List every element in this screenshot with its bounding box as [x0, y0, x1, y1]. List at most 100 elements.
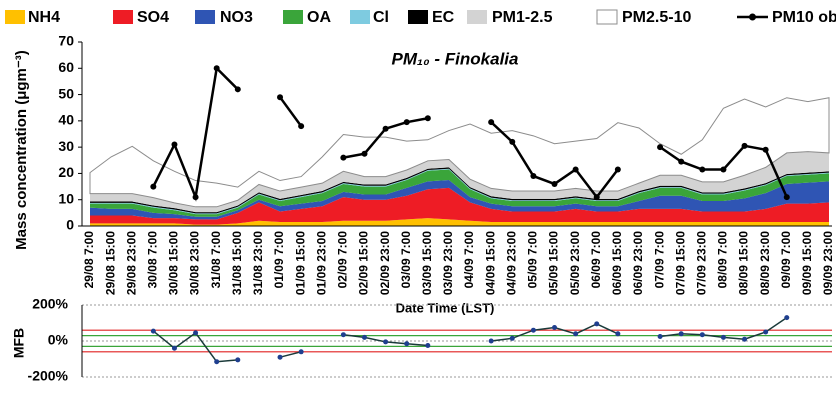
marker [383, 339, 389, 345]
marker [298, 123, 305, 130]
y-tick-label: 50 [58, 85, 74, 101]
marker [742, 336, 748, 342]
x-tick-label: 01/09 15:00 [293, 231, 307, 295]
x-tick-label: 06/09 15:00 [610, 231, 624, 295]
marker [615, 331, 621, 337]
y-tick-label: 60 [58, 59, 74, 75]
marker [720, 166, 727, 173]
x-tick-label: 08/09 23:00 [758, 231, 772, 295]
marker [150, 183, 157, 190]
x-tick-label: 09/09 15:00 [800, 231, 814, 295]
y-axis-label: Mass concentration (μgm⁻³) [13, 50, 30, 250]
x-tick-label: 01/09 7:00 [272, 231, 286, 289]
area [90, 218, 829, 226]
legend-label: Cl [373, 9, 389, 26]
x-tick-label: 08/09 15:00 [737, 231, 751, 295]
marker [340, 332, 346, 338]
marker [762, 146, 769, 153]
x-tick-label: 03/09 23:00 [441, 231, 455, 295]
marker [361, 150, 368, 157]
marker [171, 345, 177, 351]
legend-label: PM2.5-10 [622, 9, 691, 26]
x-tick-label: 02/09 23:00 [378, 231, 392, 295]
legend-label: PM10 obs. [772, 9, 836, 26]
marker [382, 125, 389, 132]
y-tick-label: 30 [58, 138, 74, 154]
marker [193, 330, 199, 336]
x-tick-label: 30/08 23:00 [188, 231, 202, 295]
marker [192, 194, 199, 201]
marker [678, 158, 685, 165]
area [90, 187, 829, 225]
x-tick-label: 31/08 23:00 [251, 231, 265, 295]
marker [234, 86, 241, 93]
marker [551, 180, 558, 187]
y-tick-label: 70 [58, 33, 74, 49]
x-tick-label: 07/09 15:00 [673, 231, 687, 295]
x-tick-label: 02/09 15:00 [357, 231, 371, 295]
marker [763, 329, 769, 335]
line [152, 316, 788, 363]
marker [361, 334, 367, 340]
marker [488, 338, 494, 344]
legend-swatch [5, 10, 25, 24]
marker [783, 194, 790, 201]
y-axis-label: MFB [11, 328, 27, 358]
marker [573, 331, 579, 337]
marker [298, 349, 304, 355]
x-tick-label: 04/09 23:00 [504, 231, 518, 295]
x-tick-label: 03/09 7:00 [399, 231, 413, 289]
marker [509, 335, 515, 341]
chart-title: PM₁₀ - Finokalia [392, 49, 519, 68]
legend-label: SO4 [137, 9, 169, 26]
marker [404, 341, 410, 347]
x-tick-label: 30/08 7:00 [146, 231, 160, 289]
marker [530, 327, 536, 333]
x-tick-label: 31/08 15:00 [230, 231, 244, 295]
x-tick-label: 06/09 23:00 [631, 231, 645, 295]
marker [424, 115, 431, 122]
marker [509, 138, 516, 145]
x-tick-label: 04/09 7:00 [462, 231, 476, 289]
marker [340, 154, 347, 161]
legend-swatch [195, 10, 215, 24]
y-tick-label: 40 [58, 112, 74, 128]
y-tick-label: -200% [28, 368, 69, 384]
x-tick-label: 07/09 7:00 [652, 231, 666, 289]
marker [277, 94, 284, 101]
marker [150, 328, 156, 334]
x-tick-label: 04/09 15:00 [483, 231, 497, 295]
x-tick-label: 08/09 7:00 [716, 231, 730, 289]
legend-swatch [749, 13, 756, 21]
marker [425, 343, 431, 348]
marker [699, 166, 706, 173]
legend-swatch [596, 9, 618, 25]
x-tick-label: 31/08 7:00 [209, 231, 223, 289]
area [90, 169, 829, 217]
x-tick-label: 29/08 23:00 [124, 231, 138, 295]
legend-swatch [283, 10, 303, 24]
legend-swatch [350, 10, 370, 24]
marker [403, 119, 410, 126]
marker [657, 144, 664, 151]
x-tick-label: 09/09 23:00 [821, 231, 835, 295]
x-axis-label: Date Time (LST) [396, 300, 495, 315]
y-tick-label: 200% [32, 296, 68, 312]
marker [235, 357, 241, 363]
x-tick-label: 06/09 7:00 [589, 231, 603, 289]
marker [530, 173, 537, 180]
marker [699, 332, 705, 338]
marker [657, 334, 663, 339]
marker [488, 119, 495, 126]
x-tick-label: 30/08 15:00 [167, 231, 181, 295]
marker [678, 331, 684, 337]
area [90, 180, 829, 220]
marker [741, 142, 748, 149]
x-tick-label: 29/08 7:00 [82, 231, 96, 289]
x-tick-label: 05/09 15:00 [547, 231, 561, 295]
area [90, 151, 829, 213]
legend-swatch [467, 10, 487, 24]
legend-label: NH4 [28, 9, 60, 26]
legend-swatch [408, 10, 428, 24]
